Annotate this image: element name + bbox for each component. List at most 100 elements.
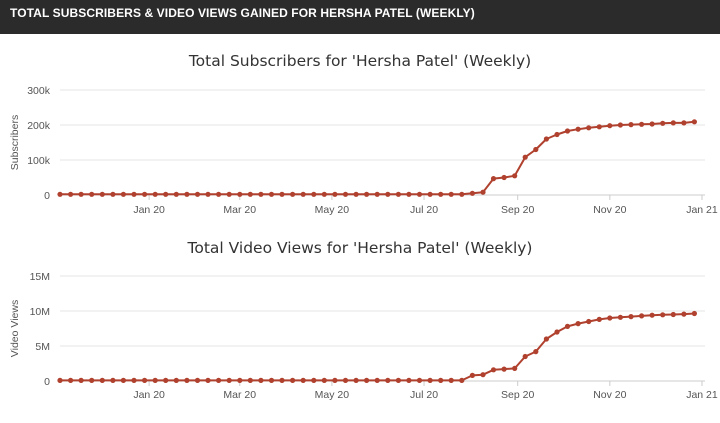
data-point[interactable]: [385, 377, 391, 383]
data-point[interactable]: [512, 173, 518, 179]
data-point[interactable]: [554, 329, 560, 335]
data-point[interactable]: [142, 377, 148, 383]
data-point[interactable]: [237, 191, 243, 197]
data-point[interactable]: [78, 191, 84, 197]
data-point[interactable]: [374, 377, 380, 383]
data-point[interactable]: [258, 377, 264, 383]
data-point[interactable]: [512, 365, 518, 371]
data-point[interactable]: [586, 318, 592, 325]
data-point[interactable]: [469, 190, 475, 196]
data-point[interactable]: [628, 314, 634, 320]
data-point[interactable]: [522, 154, 528, 160]
data-point[interactable]: [194, 191, 201, 197]
data-point[interactable]: [533, 146, 539, 153]
data-point[interactable]: [205, 191, 211, 197]
data-point[interactable]: [564, 128, 571, 134]
data-point[interactable]: [575, 126, 581, 132]
data-point[interactable]: [543, 136, 550, 142]
data-point[interactable]: [501, 366, 507, 372]
data-point[interactable]: [279, 377, 285, 383]
data-point[interactable]: [300, 191, 306, 197]
data-point[interactable]: [628, 122, 634, 128]
data-point[interactable]: [427, 191, 433, 197]
data-point[interactable]: [311, 191, 317, 197]
data-point[interactable]: [163, 191, 169, 197]
data-point[interactable]: [364, 377, 370, 383]
data-point[interactable]: [607, 123, 613, 129]
data-point[interactable]: [459, 191, 465, 197]
data-point[interactable]: [237, 377, 243, 383]
data-point[interactable]: [226, 191, 232, 197]
data-point[interactable]: [110, 377, 116, 383]
data-point[interactable]: [681, 311, 687, 317]
data-point[interactable]: [586, 125, 592, 131]
data-point[interactable]: [596, 316, 602, 322]
data-point[interactable]: [575, 321, 581, 327]
data-point[interactable]: [617, 122, 624, 128]
data-point[interactable]: [332, 377, 338, 383]
data-point[interactable]: [342, 191, 349, 197]
data-point[interactable]: [533, 349, 539, 355]
data-point[interactable]: [300, 377, 306, 383]
data-point[interactable]: [459, 377, 465, 383]
data-point[interactable]: [57, 377, 63, 383]
data-point[interactable]: [490, 176, 497, 182]
data-point[interactable]: [522, 353, 528, 360]
data-point[interactable]: [290, 377, 296, 383]
data-point[interactable]: [332, 191, 338, 197]
data-point[interactable]: [416, 377, 423, 383]
data-point[interactable]: [216, 191, 222, 197]
data-point[interactable]: [501, 174, 507, 181]
data-point[interactable]: [131, 191, 137, 197]
data-point[interactable]: [279, 191, 285, 197]
data-point[interactable]: [395, 191, 401, 197]
data-point[interactable]: [617, 314, 624, 320]
data-point[interactable]: [469, 372, 475, 378]
data-point[interactable]: [660, 120, 666, 126]
data-point[interactable]: [184, 377, 190, 383]
data-point[interactable]: [120, 377, 126, 383]
data-point[interactable]: [342, 377, 349, 383]
data-point[interactable]: [99, 191, 105, 197]
data-point[interactable]: [68, 377, 74, 383]
data-point[interactable]: [163, 377, 169, 383]
data-point[interactable]: [89, 191, 95, 197]
data-point[interactable]: [321, 377, 327, 383]
data-point[interactable]: [649, 312, 655, 318]
data-point[interactable]: [142, 191, 148, 197]
data-point[interactable]: [184, 191, 190, 197]
data-point[interactable]: [311, 377, 317, 383]
data-point[interactable]: [416, 191, 423, 197]
data-point[interactable]: [427, 377, 433, 383]
data-point[interactable]: [670, 311, 676, 318]
data-point[interactable]: [268, 377, 275, 383]
data-point[interactable]: [691, 310, 698, 317]
data-point[interactable]: [670, 120, 676, 126]
data-point[interactable]: [649, 121, 655, 127]
data-point[interactable]: [194, 377, 201, 383]
data-point[interactable]: [89, 377, 95, 383]
data-point[interactable]: [152, 191, 158, 197]
data-point[interactable]: [152, 377, 158, 383]
data-point[interactable]: [321, 191, 327, 197]
data-point[interactable]: [57, 191, 63, 197]
data-point[interactable]: [374, 191, 380, 197]
data-point[interactable]: [639, 313, 645, 319]
data-point[interactable]: [639, 121, 645, 127]
data-point[interactable]: [247, 191, 253, 197]
data-point[interactable]: [480, 189, 486, 195]
data-point[interactable]: [226, 377, 232, 383]
data-point[interactable]: [438, 377, 444, 383]
data-point[interactable]: [564, 323, 571, 329]
data-point[interactable]: [660, 312, 666, 318]
data-point[interactable]: [364, 191, 370, 197]
data-point[interactable]: [596, 124, 602, 130]
data-point[interactable]: [448, 377, 454, 383]
data-point[interactable]: [406, 377, 412, 383]
data-point[interactable]: [554, 131, 560, 138]
data-point[interactable]: [68, 191, 74, 197]
data-point[interactable]: [691, 119, 698, 125]
data-point[interactable]: [247, 377, 253, 383]
data-point[interactable]: [607, 315, 613, 321]
data-point[interactable]: [681, 120, 687, 126]
